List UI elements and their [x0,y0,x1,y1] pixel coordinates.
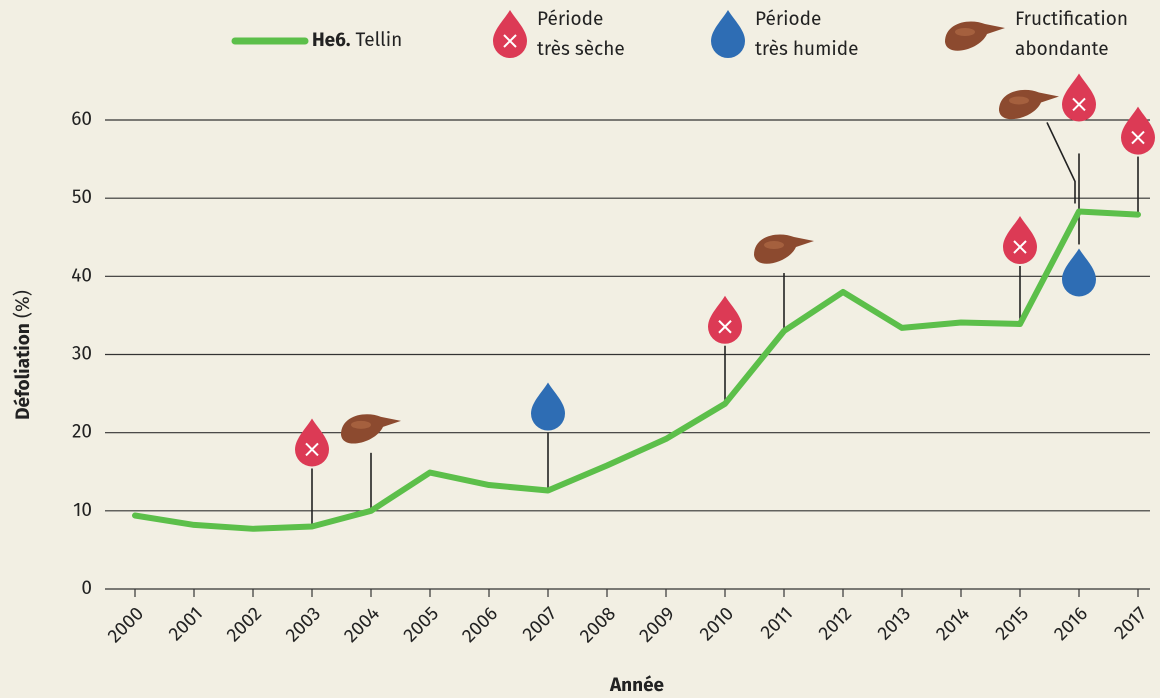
drop [1003,216,1037,265]
event-icon [1062,248,1096,297]
legend-label: très sèche [537,38,625,61]
y-tick-label: 0 [81,577,92,600]
cross [1131,130,1145,145]
legend-label: Période [755,8,821,31]
legend-icon [493,10,527,58]
seed-shine [955,28,975,36]
y-axis-label: Défoliation (%) [12,290,35,420]
event-icon [708,295,742,344]
event-icon [754,234,814,264]
drop [1062,248,1096,297]
y-tick-label: 20 [72,421,92,444]
cross [503,34,517,48]
y-tick-label: 30 [72,343,92,366]
event-icon [1003,216,1037,265]
event-icon [531,382,565,431]
drop [708,295,742,344]
drop [711,10,745,58]
x-axis-label: Année [609,674,664,697]
event-icon [1121,106,1155,155]
cross [718,320,732,334]
legend-label: Fructification [1015,8,1128,31]
drop [295,418,329,467]
legend-icon [711,10,745,58]
event-icon [295,418,329,467]
y-tick-label: 60 [71,108,92,131]
legend-icon [945,21,1005,51]
drop [1062,73,1096,122]
y-tick-label: 40 [71,264,92,287]
cross [1013,240,1027,254]
drop [1121,106,1155,155]
drop [493,10,527,58]
drop [531,382,565,431]
event-icon [999,89,1059,120]
data-line [132,208,1141,532]
seed-shine [1009,96,1029,105]
legend-name: Tellin [355,29,402,52]
legend-label: abondante [1015,38,1109,61]
cross [305,442,319,457]
legend-entry: He6. Tellin [312,29,402,52]
legend-code: He6. [312,29,350,52]
legend-label: Période [537,8,603,31]
seed-shine [351,420,371,429]
event-icon [1062,73,1096,122]
y-axis-label-main: Défoliation [12,323,35,420]
cross [1072,97,1086,112]
y-tick-label: 10 [73,499,92,522]
legend-label: très humide [755,38,858,61]
event-icon [341,414,401,444]
y-tick-label: 50 [72,186,92,209]
seed-shine [764,241,784,250]
leader-line [1046,122,1076,204]
y-axis-label-unit: (%) [12,290,35,318]
